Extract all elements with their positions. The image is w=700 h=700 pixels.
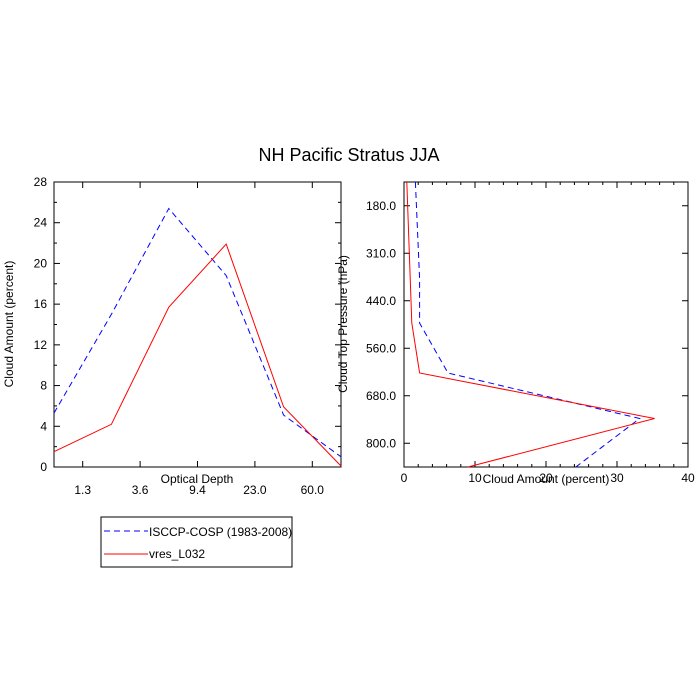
left-y-tick-label: 28	[34, 175, 48, 189]
right-x-tick-label: 0	[401, 471, 408, 485]
left-plot-frame	[53, 181, 342, 468]
right-series-isccp-line	[414, 181, 641, 468]
left-x-tick-label: 3.6	[132, 483, 149, 497]
right-x-tick-label: 20	[539, 471, 553, 485]
legend-box	[100, 516, 293, 568]
right-series-vres-line	[406, 181, 655, 468]
left-y-axis-label: Cloud Amount (percent)	[2, 261, 16, 388]
left-ticks: 0 4 8 12 16 20 24 28 1.3 3.6 9.4 23.0 60.0	[34, 175, 341, 497]
right-y-tick-label: 680.0	[366, 389, 396, 403]
left-y-tick-label: 12	[34, 338, 48, 352]
right-ticks: 0 10 20 30 40 180.0 310.0 440.0 560.0 680.0 800.0	[366, 182, 695, 485]
left-series-isccp-line	[53, 207, 342, 458]
left-y-tick-label: 24	[34, 216, 48, 230]
right-series	[406, 181, 655, 468]
left-x-tick-label: 60.0	[301, 483, 325, 497]
left-x-tick-label: 9.4	[189, 483, 206, 497]
left-series	[53, 207, 342, 467]
right-y-tick-label: 180.0	[366, 199, 396, 213]
left-series-vres-line	[53, 243, 342, 467]
right-y-tick-label: 440.0	[366, 294, 396, 308]
right-y-tick-label: 310.0	[366, 246, 396, 260]
legend-label-isccp: ISCCP-COSP (1983-2008)	[149, 525, 292, 539]
right-x-tick-label: 30	[610, 471, 624, 485]
legend: ISCCP-COSP (1983-2008) vres_L032	[100, 516, 293, 568]
right-x-tick-label: 40	[681, 471, 695, 485]
left-y-tick-label: 16	[34, 297, 48, 311]
left-x-tick-label: 1.3	[74, 483, 91, 497]
right-panel: 0 10 20 30 40180.0310.0440.0560.0680.0800.0 …	[336, 181, 695, 486]
right-x-axis-label: Cloud Amount (percent)	[483, 472, 610, 486]
left-y-tick-label: 20	[34, 256, 48, 270]
right-y-tick-label: 560.0	[366, 341, 396, 355]
left-x-tick-label: 23.0	[243, 483, 267, 497]
right-x-tick-label: 10	[468, 471, 482, 485]
left-y-tick-label: 8	[40, 379, 47, 393]
right-plot-frame	[403, 181, 689, 468]
right-y-tick-label: 800.0	[366, 436, 396, 450]
chart-title: NH Pacific Stratus JJA	[258, 145, 439, 165]
right-y-axis-label: Cloud Top Pressure (hPa)	[336, 255, 350, 393]
left-x-axis-label: Optical Depth	[161, 472, 234, 486]
left-panel: 0 4 8 12 16 20 24 28 1.3 3.6 9.4 23.0 60.0 Optical D…	[2, 175, 342, 497]
legend-label-vres: vres_L032	[149, 547, 205, 561]
left-y-tick-label: 0	[40, 460, 47, 474]
left-y-tick-label: 4	[40, 419, 47, 433]
